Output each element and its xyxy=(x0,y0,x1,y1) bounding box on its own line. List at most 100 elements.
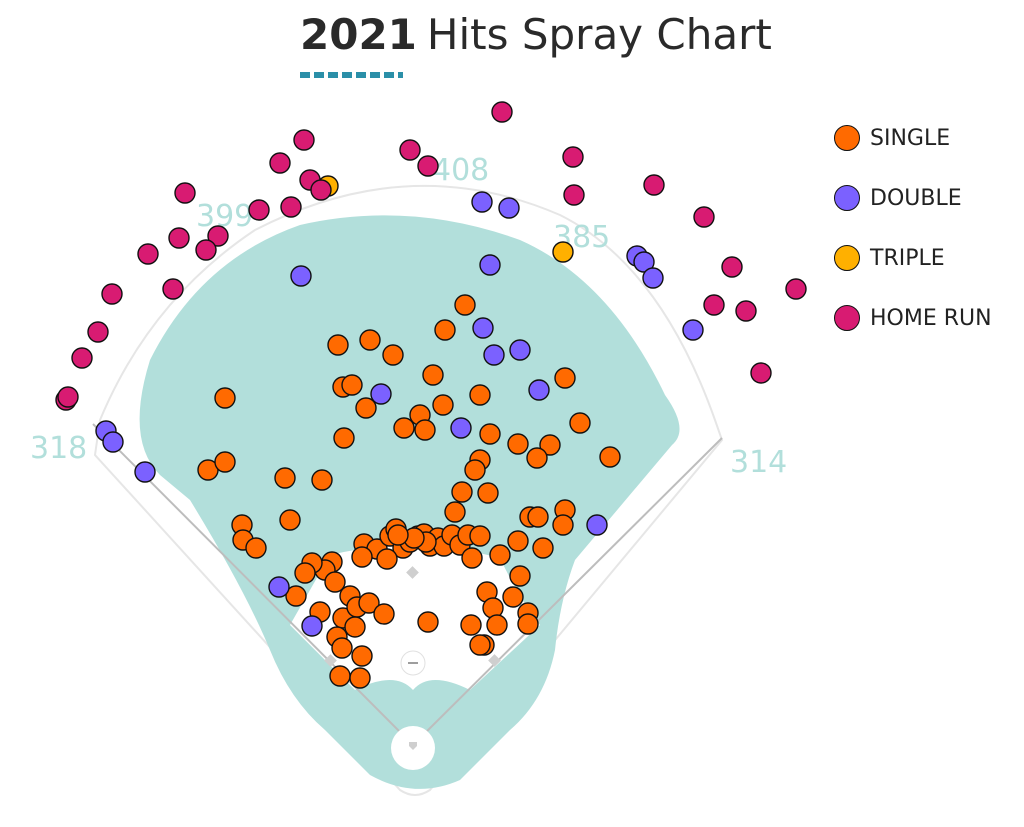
hit-point-single xyxy=(387,524,409,546)
hit-point-double xyxy=(642,267,664,289)
hit-point-single xyxy=(333,427,355,449)
hit-point-single xyxy=(324,571,346,593)
hit-point-home-run xyxy=(269,152,291,174)
hit-point-single xyxy=(359,329,381,351)
hit-point-single xyxy=(355,397,377,419)
hit-point-home-run xyxy=(137,243,159,265)
hit-point-home-run xyxy=(101,283,123,305)
hit-point-single xyxy=(527,506,549,528)
hit-point-single xyxy=(507,530,529,552)
hit-point-single xyxy=(422,364,444,386)
hit-point-single xyxy=(274,467,296,489)
hit-point-home-run xyxy=(703,294,725,316)
hit-point-single xyxy=(486,614,508,636)
hit-point-single xyxy=(341,374,363,396)
hit-point-single xyxy=(464,459,486,481)
hit-point-single xyxy=(382,344,404,366)
legend-item-home-run: HOME RUN xyxy=(834,288,992,348)
hit-point-double xyxy=(472,317,494,339)
hit-point-single xyxy=(469,525,491,547)
hit-point-single xyxy=(351,546,373,568)
hit-point-double xyxy=(102,431,124,453)
hit-point-single xyxy=(349,667,371,689)
hit-point-double xyxy=(498,197,520,219)
hit-point-home-run xyxy=(248,199,270,221)
legend: SINGLE DOUBLE TRIPLE HOME RUN xyxy=(834,108,992,348)
hit-point-single xyxy=(331,637,353,659)
hit-point-single xyxy=(599,446,621,468)
hit-point-single xyxy=(526,447,548,469)
hit-point-double xyxy=(450,417,472,439)
hit-point-double xyxy=(509,339,531,361)
title-underline xyxy=(300,72,403,78)
hit-point-single xyxy=(214,451,236,473)
hit-point-single xyxy=(469,384,491,406)
hit-point-single xyxy=(461,547,483,569)
hit-point-single xyxy=(460,614,482,636)
hit-point-home-run xyxy=(563,184,585,206)
hit-point-single xyxy=(279,509,301,531)
hit-point-home-run xyxy=(162,278,184,300)
legend-label: DOUBLE xyxy=(870,185,962,211)
hit-point-single xyxy=(285,585,307,607)
right-foul-line xyxy=(412,437,723,746)
hit-point-triple xyxy=(552,241,574,263)
hit-point-single xyxy=(489,544,511,566)
hit-point-double xyxy=(370,383,392,405)
hit-point-single xyxy=(376,548,398,570)
hit-point-home-run xyxy=(491,101,513,123)
hit-point-double xyxy=(268,576,290,598)
grass-area xyxy=(139,215,680,789)
hit-point-single xyxy=(344,616,366,638)
hit-point-home-run xyxy=(735,300,757,322)
hit-point-home-run xyxy=(310,179,332,201)
distance-rf: 314 xyxy=(730,445,787,480)
hit-point-home-run xyxy=(57,386,79,408)
hit-point-single xyxy=(517,613,539,635)
hit-point-double xyxy=(471,191,493,213)
hit-point-single xyxy=(245,537,267,559)
hit-points xyxy=(55,101,807,689)
hit-point-single xyxy=(414,419,436,441)
hit-point-home-run xyxy=(174,182,196,204)
legend-swatch xyxy=(834,125,860,151)
hit-point-home-run xyxy=(71,347,93,369)
hit-point-single xyxy=(327,334,349,356)
legend-item-triple: TRIPLE xyxy=(834,228,992,288)
legend-swatch xyxy=(834,305,860,331)
hit-point-double xyxy=(290,265,312,287)
hit-point-single xyxy=(479,423,501,445)
hit-point-double xyxy=(134,461,156,483)
hit-point-single xyxy=(454,294,476,316)
hit-point-home-run xyxy=(643,174,665,196)
hit-point-single xyxy=(444,501,466,523)
hit-point-single xyxy=(507,433,529,455)
hit-point-home-run xyxy=(399,139,421,161)
hit-point-home-run xyxy=(195,239,217,261)
hit-point-home-run xyxy=(562,146,584,168)
hit-point-home-run xyxy=(280,196,302,218)
hit-point-double xyxy=(483,344,505,366)
hit-point-single xyxy=(539,434,561,456)
hit-point-single xyxy=(351,645,373,667)
hit-point-single xyxy=(477,482,499,504)
hit-point-home-run xyxy=(207,225,229,247)
hit-point-home-run xyxy=(168,227,190,249)
title-text: Hits Spray Chart xyxy=(426,10,772,59)
hit-point-single xyxy=(214,387,236,409)
legend-swatch xyxy=(834,245,860,271)
legend-label: SINGLE xyxy=(870,125,951,151)
hit-point-single xyxy=(329,665,351,687)
chart-title: 2021 Hits Spray Chart xyxy=(300,10,772,70)
hit-point-single xyxy=(417,611,439,633)
hit-point-single xyxy=(532,537,554,559)
hit-point-single xyxy=(502,586,524,608)
hit-point-home-run xyxy=(721,256,743,278)
hit-point-double xyxy=(633,251,655,273)
hit-point-double xyxy=(301,615,323,637)
distance-lf: 318 xyxy=(30,431,87,466)
hit-point-single xyxy=(294,562,316,584)
hit-point-single xyxy=(569,412,591,434)
hit-point-home-run xyxy=(417,155,439,177)
